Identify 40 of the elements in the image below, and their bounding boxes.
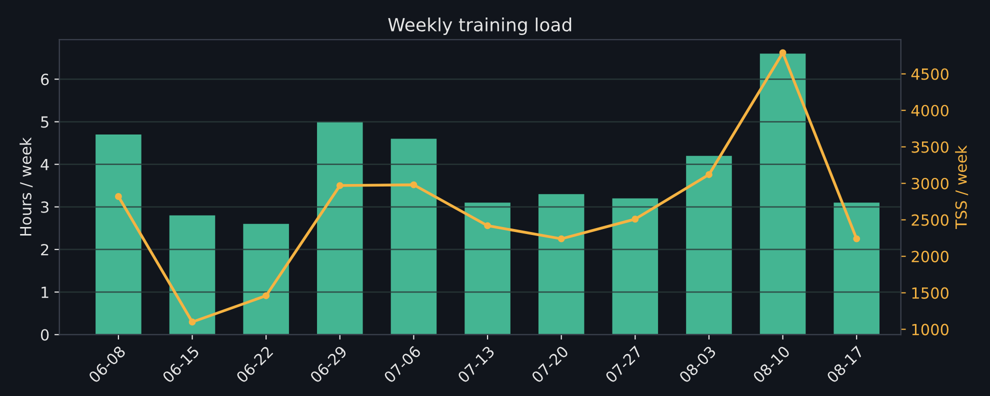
bar	[243, 224, 289, 335]
bar	[834, 202, 880, 335]
point	[632, 216, 639, 223]
y2-tick-label: 3000	[912, 178, 948, 190]
point	[853, 235, 860, 242]
y-tick-label: 5	[41, 116, 48, 128]
point	[558, 235, 565, 242]
y-tick-label: 1	[42, 286, 48, 298]
bar	[169, 215, 216, 335]
point	[114, 193, 122, 200]
point	[262, 292, 270, 300]
point	[484, 222, 492, 230]
bar	[96, 134, 142, 335]
y2-tick-label: 4500	[911, 68, 948, 80]
point	[336, 182, 344, 190]
bar	[538, 194, 584, 335]
y-axis-title: Hours / week	[20, 137, 33, 236]
y2-tick-label: 2500	[912, 214, 948, 226]
point	[188, 318, 196, 326]
point	[410, 181, 418, 188]
bar	[390, 138, 437, 335]
y2-tick-label: 4000	[911, 104, 948, 116]
y2-axis-title: TSS / week	[955, 145, 968, 230]
y-tick-label: 6	[41, 74, 49, 86]
bar	[317, 122, 363, 335]
y-tick-label: 3	[41, 201, 48, 213]
point	[779, 49, 786, 56]
point	[706, 171, 712, 178]
y2-tick-label: 2000	[912, 250, 948, 262]
chart-title: Weekly training load	[388, 18, 572, 36]
bar	[612, 198, 658, 335]
bar	[760, 54, 806, 335]
y2-tick-label: 1000	[912, 324, 948, 336]
bar	[686, 156, 732, 335]
y-tick-label: 2	[41, 244, 48, 256]
y-tick-label: 4	[40, 159, 49, 170]
y2-tick-label: 3500	[912, 141, 948, 153]
y2-tick-label: 1500	[912, 287, 948, 299]
y-tick-label: 0	[40, 329, 49, 341]
bar	[464, 202, 510, 335]
